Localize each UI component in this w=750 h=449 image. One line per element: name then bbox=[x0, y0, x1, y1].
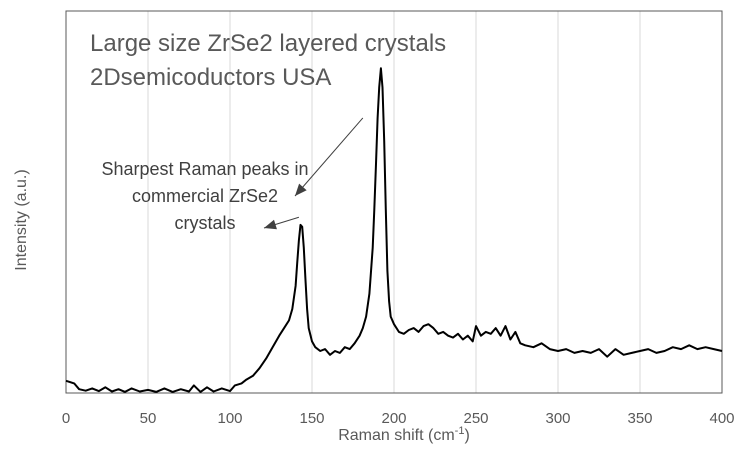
series-line-0 bbox=[65, 67, 723, 393]
chart-title-line-1: Large size ZrSe2 layered crystals bbox=[90, 30, 446, 57]
x-axis-title: Raman shift (cm-1) bbox=[338, 425, 470, 444]
annotation-arrowhead-0 bbox=[264, 219, 277, 230]
x-tick-label-150: 150 bbox=[299, 410, 324, 427]
x-tick-label-200: 200 bbox=[381, 410, 406, 427]
annotation-arrowhead-1 bbox=[295, 183, 307, 196]
x-tick-label-300: 300 bbox=[545, 410, 570, 427]
annotation-line-3: crystals bbox=[174, 213, 235, 233]
x-tick-labels: 0 50 100 150 200 250 300 350 400 bbox=[62, 410, 735, 427]
annotation-line-1: Sharpest Raman peaks in bbox=[101, 159, 308, 179]
annotation-arrows bbox=[263, 117, 364, 230]
x-tick-label-100: 100 bbox=[217, 410, 242, 427]
annotation-arrow-line-1 bbox=[294, 117, 364, 197]
y-axis-title: Intensity (a.u.) bbox=[13, 169, 30, 270]
x-tick-label-350: 350 bbox=[627, 410, 652, 427]
series-group bbox=[65, 67, 723, 393]
x-tick-label-250: 250 bbox=[463, 410, 488, 427]
chart-title-line-2: 2Dsemicoductors USA bbox=[90, 64, 331, 91]
plot-area-frame bbox=[65, 10, 723, 394]
x-axis-title-text: Raman shift (cm bbox=[338, 427, 454, 444]
x-tick-label-50: 50 bbox=[140, 410, 157, 427]
x-axis-title-superscript: -1 bbox=[455, 425, 465, 437]
x-tick-label-0: 0 bbox=[62, 410, 70, 427]
annotation: Sharpest Raman peaks in commercial ZrSe2… bbox=[101, 117, 364, 233]
grid-lines bbox=[147, 11, 641, 393]
x-axis-title-close: ) bbox=[464, 427, 469, 444]
annotation-line-2: commercial ZrSe2 bbox=[132, 186, 278, 206]
x-tick-label-400: 400 bbox=[709, 410, 734, 427]
